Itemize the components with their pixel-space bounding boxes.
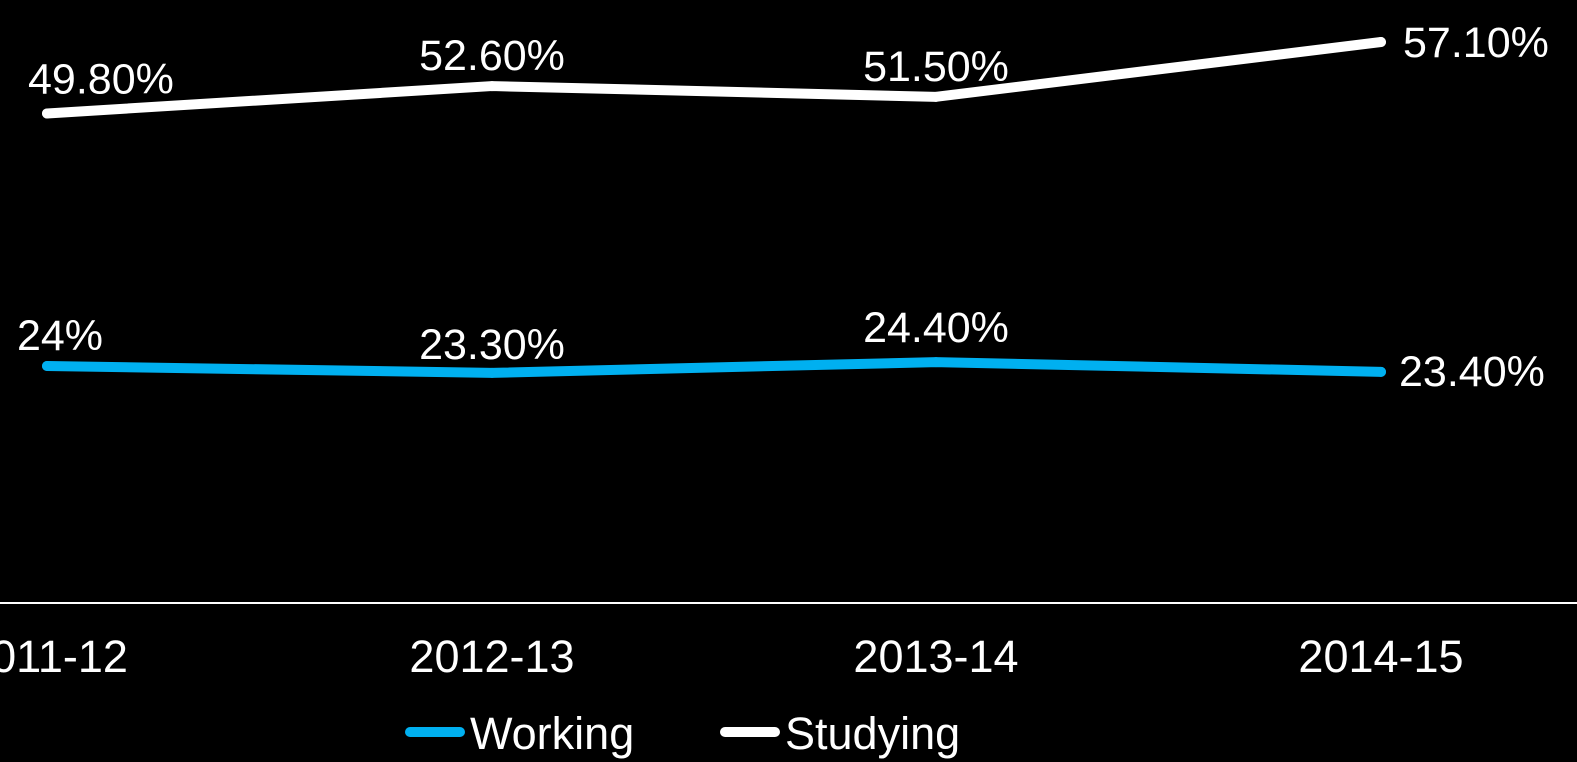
working-point	[1376, 366, 1386, 377]
working-point	[931, 357, 941, 368]
studying-point	[42, 108, 52, 119]
x-tick-label: 2013-14	[853, 631, 1018, 682]
x-tick-label-layer: 2011-12 2012-13 2013-14 2014-15	[0, 631, 1464, 682]
x-tick-label: 2014-15	[1298, 631, 1463, 682]
studying-data-label: 52.60%	[419, 32, 565, 80]
legend: Working Studying	[405, 708, 960, 759]
x-tick-label: 2012-13	[409, 631, 574, 682]
studying-line	[42, 37, 1386, 119]
working-data-label: 24.40%	[863, 304, 1009, 352]
studying-data-label: 49.80%	[28, 55, 174, 103]
data-label-layer: 24% 23.30% 24.40% 23.40% 49.80% 52.60% 51.50% 5…	[17, 19, 1549, 396]
legend-label-studying: Studying	[785, 708, 960, 759]
working-point	[487, 367, 497, 378]
working-data-label: 23.30%	[419, 321, 565, 369]
legend-label-working: Working	[470, 708, 634, 759]
studying-point	[487, 81, 497, 92]
x-tick-label: 2011-12	[0, 631, 128, 682]
series-layer	[42, 37, 1386, 378]
studying-data-label: 51.50%	[863, 43, 1009, 91]
working-line	[42, 357, 1386, 378]
studying-data-label: 57.10%	[1403, 19, 1549, 67]
studying-point	[931, 91, 941, 102]
studying-point	[1376, 37, 1386, 48]
working-data-label: 23.40%	[1399, 348, 1545, 396]
working-data-label: 24%	[17, 312, 103, 360]
working-point	[42, 361, 52, 371]
